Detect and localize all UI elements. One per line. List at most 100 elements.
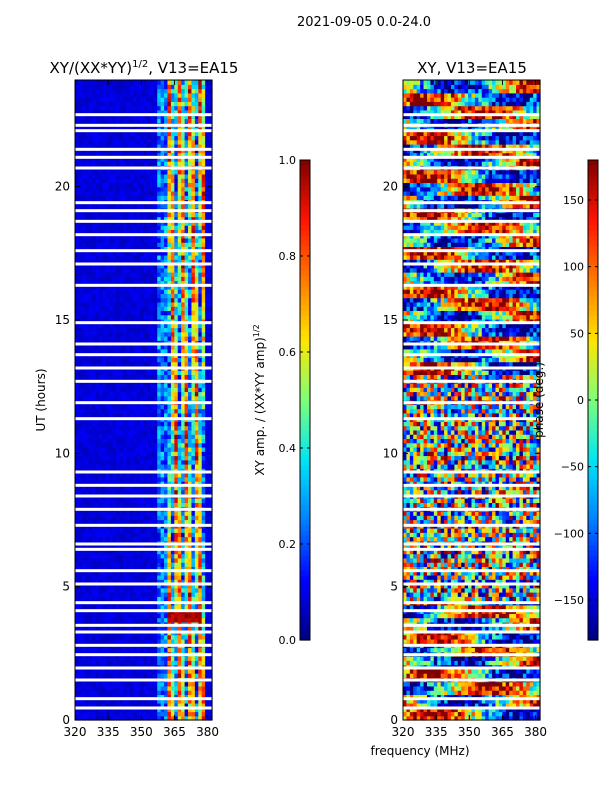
heatmap-cell: [201, 451, 206, 457]
heatmap-cell: [126, 284, 131, 290]
heatmap-cell: [170, 195, 175, 201]
heatmap-cell: [188, 592, 193, 597]
heatmap-cell: [140, 404, 145, 410]
heatmap-cell: [133, 656, 138, 661]
heatmap-cell: [181, 502, 186, 508]
heatmap-cell: [164, 515, 169, 521]
heatmap-cell: [170, 545, 175, 550]
heatmap-cell: [170, 502, 175, 508]
heatmap-cell: [85, 216, 90, 222]
heatmap-cell: [119, 421, 124, 427]
heatmap-cell: [164, 276, 169, 282]
heatmap-cell: [164, 391, 169, 397]
heatmap-cell: [184, 489, 189, 495]
heatmap-cell: [201, 459, 206, 465]
heatmap-cell: [98, 395, 103, 401]
heatmap-cell: [205, 429, 210, 435]
heatmap-cell: [102, 190, 107, 196]
heatmap-cell: [78, 673, 83, 678]
heatmap-cell: [194, 673, 199, 678]
heatmap-cell: [95, 485, 100, 491]
heatmap-cell: [109, 562, 114, 567]
heatmap-cell: [92, 502, 97, 508]
heatmap-cell: [105, 229, 110, 235]
heatmap-cell: [150, 293, 155, 299]
heatmap-cell: [85, 656, 90, 661]
heatmap-cell: [160, 246, 165, 252]
heatmap-cell: [88, 220, 93, 226]
heatmap-cell: [194, 592, 199, 597]
heatmap-cell: [205, 557, 210, 563]
heatmap-cell: [78, 327, 83, 333]
heatmap-cell: [208, 280, 213, 286]
heatmap-cell: [129, 519, 134, 525]
heatmap-cell: [88, 297, 93, 303]
heatmap-cell: [112, 212, 117, 218]
heatmap-cell: [95, 515, 100, 521]
heatmap-cell: [78, 455, 83, 461]
heatmap-cell: [146, 626, 151, 631]
heatmap-cell: [92, 617, 97, 623]
heatmap-cell: [177, 425, 182, 431]
heatmap-cell: [170, 579, 175, 585]
heatmap-cell: [116, 216, 121, 222]
heatmap-cell: [184, 254, 189, 260]
heatmap-cell: [153, 647, 158, 653]
heatmap-cell: [112, 190, 117, 196]
heatmap-cell: [184, 579, 189, 585]
heatmap-cell: [157, 711, 162, 717]
heatmap-cell: [75, 327, 80, 333]
heatmap-cell: [150, 412, 155, 418]
heatmap-cell: [170, 549, 175, 555]
heatmap-cell: [143, 536, 148, 542]
heatmap-cell: [208, 250, 213, 256]
heatmap-cell: [102, 587, 107, 593]
heatmap-cell: [98, 502, 103, 508]
heatmap-cell: [102, 668, 107, 674]
heatmap-cell: [184, 566, 189, 572]
heatmap-cell: [205, 357, 210, 363]
heatmap-cell: [88, 707, 93, 713]
heatmap-cell: [205, 528, 210, 533]
heatmap-cell: [78, 587, 83, 593]
heatmap-cell: [136, 212, 141, 218]
heatmap-cell: [164, 570, 169, 576]
heatmap-cell: [167, 323, 172, 329]
heatmap-cell: [174, 374, 179, 380]
heatmap-cell: [184, 391, 189, 397]
heatmap-cell: [109, 553, 114, 559]
heatmap-cell: [136, 498, 141, 503]
heatmap-cell: [78, 451, 83, 457]
heatmap-cell: [143, 276, 148, 282]
heatmap-cell: [136, 681, 141, 687]
heatmap-cell: [105, 472, 110, 478]
heatmap-cell: [92, 429, 97, 435]
heatmap-cell: [167, 225, 172, 230]
heatmap-cell: [126, 519, 131, 525]
heatmap-cell: [177, 579, 182, 585]
heatmap-cell: [85, 429, 90, 435]
heatmap-cell: [198, 374, 203, 380]
heatmap-cell: [105, 446, 110, 452]
heatmap-cell: [164, 472, 169, 478]
heatmap-cell: [194, 280, 199, 286]
heatmap-cell: [194, 536, 199, 542]
heatmap-cell: [201, 515, 206, 521]
heatmap-cell: [85, 306, 90, 311]
heatmap-cell: [164, 673, 169, 678]
heatmap-cell: [184, 190, 189, 196]
heatmap-cell: [146, 327, 151, 333]
heatmap-cell: [208, 246, 213, 252]
heatmap-cell: [78, 272, 83, 277]
heatmap-cell: [109, 370, 114, 375]
heatmap-cell: [112, 476, 117, 482]
heatmap-cell: [122, 502, 127, 508]
heatmap-cell: [126, 489, 131, 495]
heatmap-cell: [198, 225, 203, 230]
heatmap-cell: [92, 438, 97, 444]
heatmap-cell: [184, 626, 189, 631]
heatmap-cell: [174, 498, 179, 503]
heatmap-cell: [194, 331, 199, 337]
heatmap-cell: [109, 259, 114, 265]
heatmap-cell: [119, 310, 124, 316]
